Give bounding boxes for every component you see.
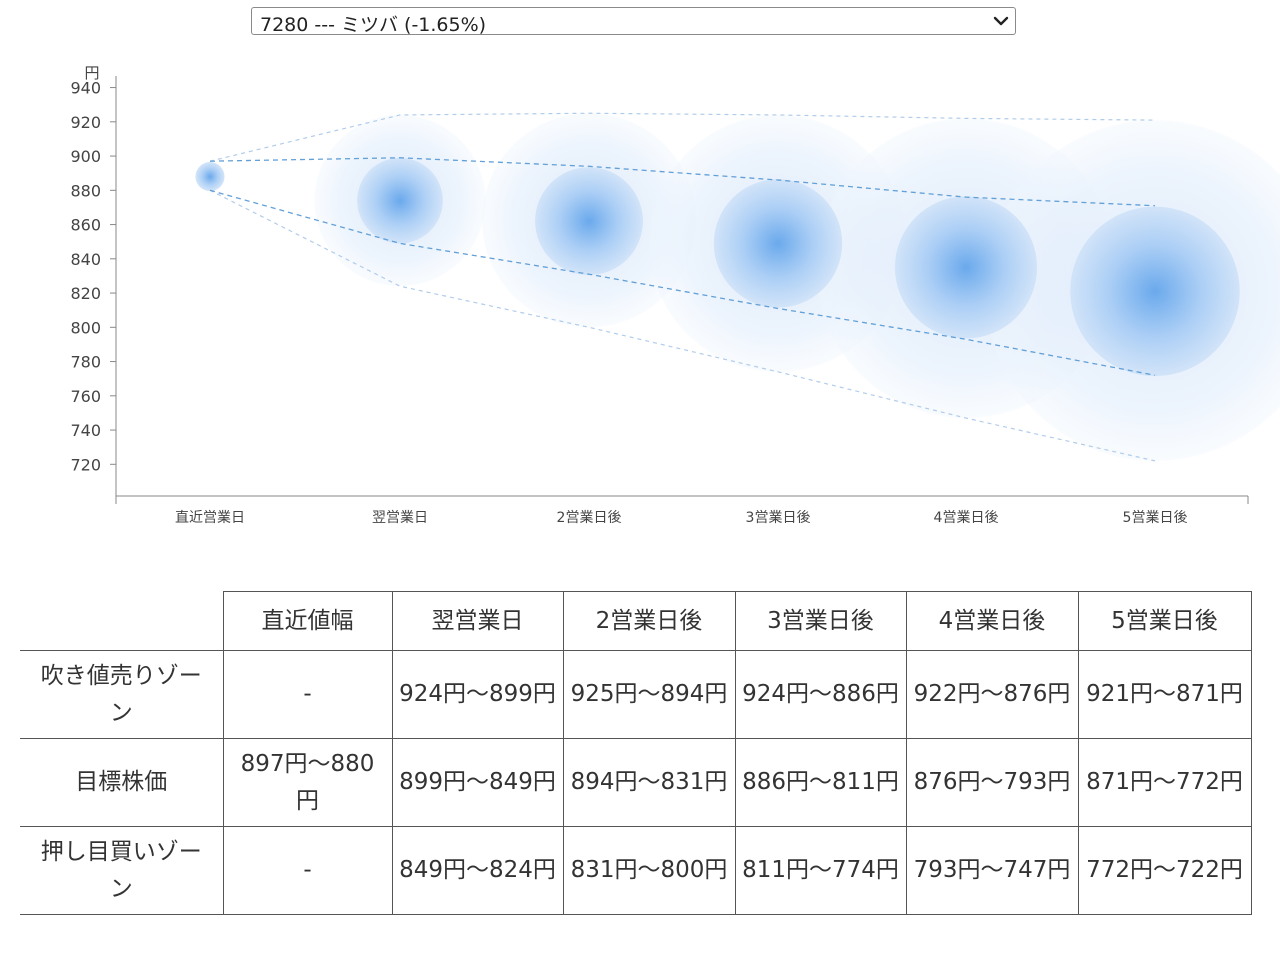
table-cell: 886円〜811円 (734, 738, 907, 827)
x-tick-label: 5営業日後 (1123, 510, 1188, 526)
column-header: 翌営業日 (391, 591, 564, 651)
table-cell: 924円〜899円 (391, 650, 564, 739)
x-tick-label: 4営業日後 (934, 510, 999, 526)
y-tick-label: 820 (70, 284, 101, 303)
y-tick-label: 800 (70, 318, 101, 337)
y-tick-label: 860 (70, 216, 101, 235)
target-bubble (894, 196, 1038, 339)
target-bubbles (195, 157, 1240, 377)
table-cell: 831円〜800円 (562, 826, 736, 915)
stock-select[interactable]: 7280 --- ミツバ (-1.65%) (251, 7, 1016, 36)
column-header: 5営業日後 (1077, 591, 1252, 651)
y-tick-label: 720 (70, 455, 101, 474)
table-row: 吹き値売りゾーン - 924円〜899円 925円〜894円 924円〜886円… (20, 650, 1252, 739)
column-header: 3営業日後 (734, 591, 907, 651)
y-tick-label: 880 (70, 181, 101, 200)
table-cell: 876円〜793円 (905, 738, 1079, 827)
table-cell: 922円〜876円 (905, 650, 1079, 739)
table-cell: - (222, 826, 393, 915)
table-cell: 924円〜886円 (734, 650, 907, 739)
table-cell: 793円〜747円 (905, 826, 1079, 915)
y-tick-label: 780 (70, 353, 101, 372)
target-bubble (535, 167, 643, 276)
x-tick-label: 3営業日後 (746, 510, 811, 526)
table-cell: 811円〜774円 (734, 826, 907, 915)
buy-zone-guide-line (209, 189, 1156, 462)
x-tick-label: 翌営業日 (372, 510, 428, 526)
target-bubble (1070, 206, 1240, 377)
table-header-row: 直近値幅 翌営業日 2営業日後 3営業日後 4営業日後 5営業日後 (20, 591, 1252, 651)
table-corner (20, 591, 224, 651)
table-cell: 772円〜722円 (1077, 826, 1252, 915)
column-header: 直近値幅 (222, 591, 393, 651)
table-row: 押し目買いゾーン - 849円〜824円 831円〜800円 811円〜774円… (20, 826, 1252, 915)
chevron-down-icon (993, 16, 1009, 26)
column-header: 4営業日後 (905, 591, 1079, 651)
y-tick-label: 900 (70, 147, 101, 166)
table-cell: 871円〜772円 (1077, 738, 1252, 827)
sell-zone-guide-line (209, 112, 1156, 162)
table-cell: 897円〜880円 (222, 738, 393, 827)
table-row: 目標株価 897円〜880円 899円〜849円 894円〜831円 886円〜… (20, 738, 1252, 827)
stock-select-value: 7280 --- ミツバ (-1.65%) (260, 14, 487, 36)
y-tick-label: 920 (70, 113, 101, 132)
y-axis-unit-label: 円 (84, 64, 99, 82)
table-cell: 849円〜824円 (391, 826, 564, 915)
target-low-guide-line (209, 189, 1156, 376)
row-label: 吹き値売りゾーン (20, 650, 224, 739)
y-tick-label: 740 (70, 421, 101, 440)
x-tick-label: 2営業日後 (557, 510, 622, 526)
table-cell: 894円〜831円 (562, 738, 736, 827)
y-tick-label: 760 (70, 387, 101, 406)
forecast-table: 直近値幅 翌営業日 2営業日後 3営業日後 4営業日後 5営業日後 吹き値売りゾ… (20, 591, 1252, 915)
y-tick-label: 940 (70, 79, 101, 98)
target-bubble (357, 157, 443, 244)
table-cell: - (222, 650, 393, 739)
row-label: 押し目買いゾーン (20, 826, 224, 915)
x-tick-label: 直近営業日 (175, 509, 245, 526)
y-tick-label: 840 (70, 250, 101, 269)
target-bubble (713, 179, 843, 308)
row-label: 目標株価 (20, 738, 224, 827)
column-header: 2営業日後 (562, 591, 736, 651)
table-cell: 925円〜894円 (562, 650, 736, 739)
table-cell: 921円〜871円 (1077, 650, 1252, 739)
table-cell: 899円〜849円 (391, 738, 564, 827)
target-bubble (195, 162, 225, 192)
